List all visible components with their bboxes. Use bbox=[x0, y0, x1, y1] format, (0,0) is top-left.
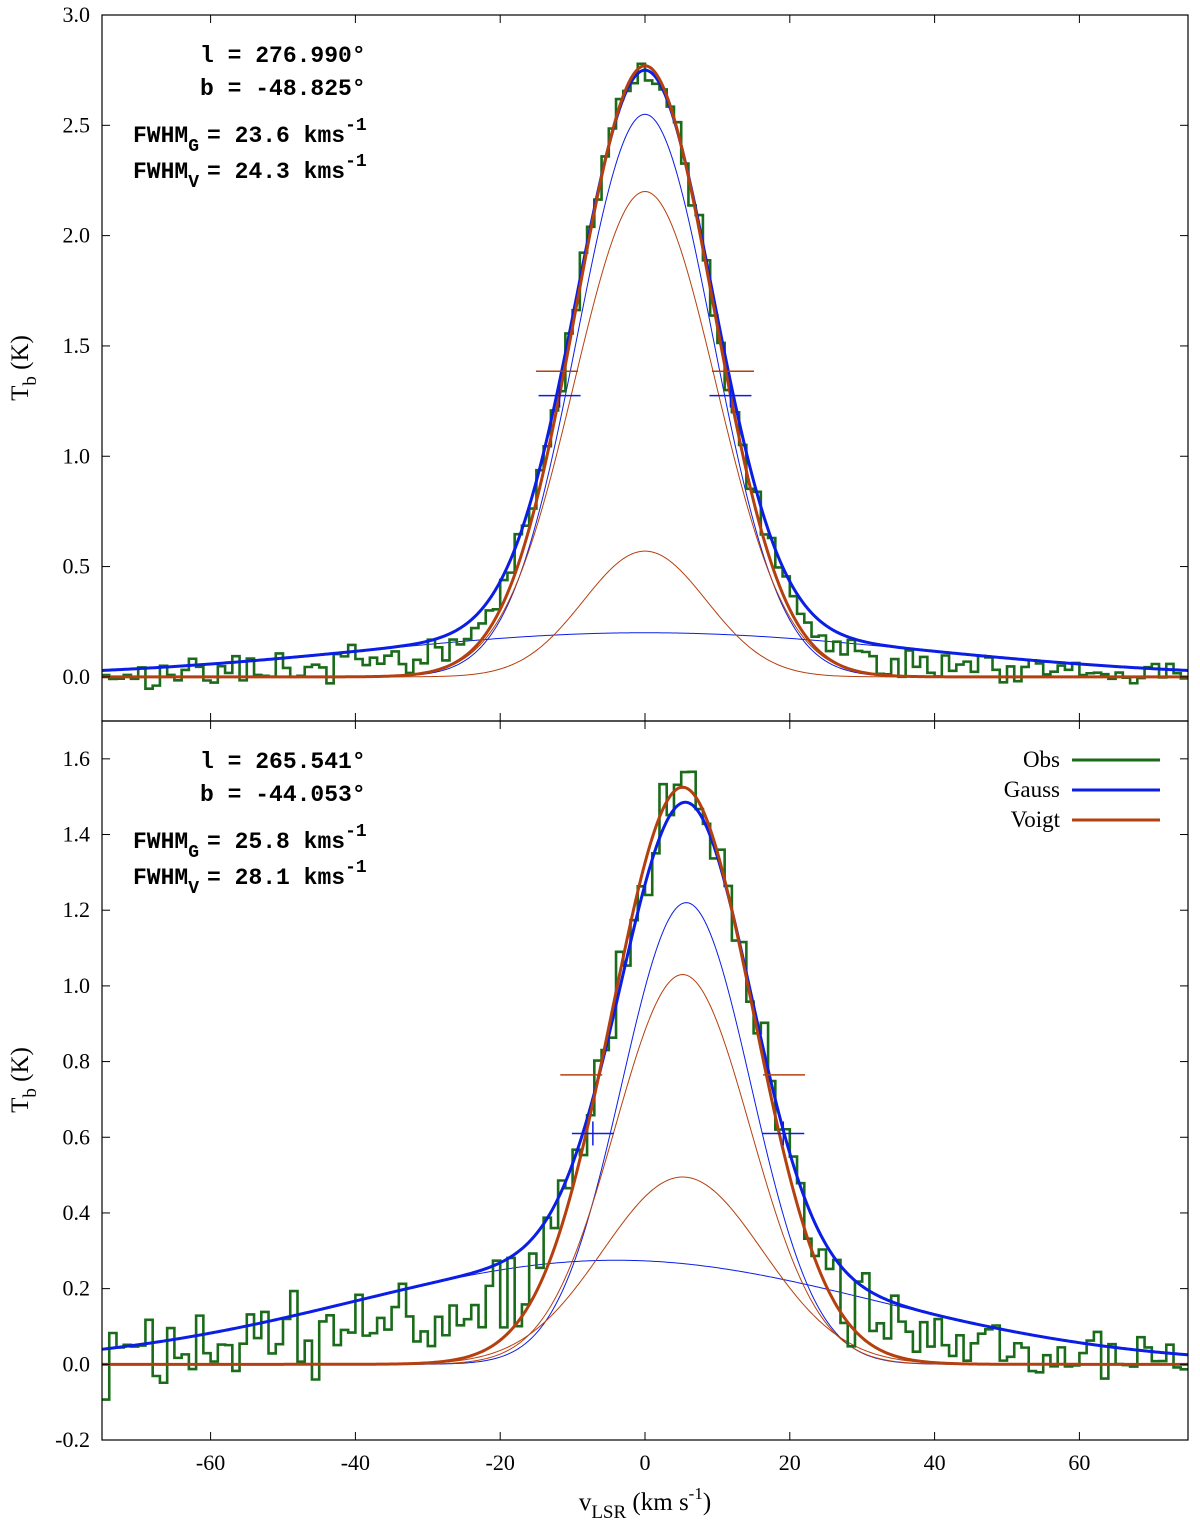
top-panel-curves bbox=[102, 62, 1188, 691]
legend-label-voigt: Voigt bbox=[1011, 807, 1061, 832]
voigt-component-2 bbox=[102, 550, 1188, 678]
y-tick-label: 0.6 bbox=[63, 1124, 91, 1149]
fwhm-prefix: FWHM bbox=[133, 159, 188, 185]
fwhm-sub-v: V bbox=[188, 879, 199, 899]
top-fwhm-gauss: FWHMG = 23.6 kms-1 bbox=[133, 116, 367, 157]
fwhm-sub-g: G bbox=[188, 843, 199, 863]
y-tick-label: 0.5 bbox=[63, 554, 91, 579]
voigt-total-fit bbox=[102, 785, 1188, 1366]
fwhm-exp: -1 bbox=[345, 116, 367, 136]
y-tick-label: 2.5 bbox=[63, 112, 91, 137]
legend: Obs Gauss Voigt bbox=[1004, 747, 1160, 832]
bottom-fwhm-gauss-value: = 25.8 kms bbox=[207, 829, 345, 855]
fwhm-sub-v: V bbox=[188, 173, 199, 193]
top-panel-frame bbox=[101, 14, 1189, 722]
legend-label-obs: Obs bbox=[1023, 747, 1060, 772]
top-panel: 0.0 0.5 1.0 1.5 2.0 2.5 3.0 l = 276.990° b = -… bbox=[7, 2, 1189, 722]
bottom-l-coordinate: l = 265.541° bbox=[200, 749, 366, 775]
obs-spectrum bbox=[102, 770, 1188, 1401]
gauss-total-fit bbox=[102, 68, 1188, 672]
top-fwhm-voigt-value: = 24.3 kms bbox=[207, 159, 345, 185]
y-tick-label: 1.2 bbox=[63, 897, 91, 922]
bottom-b-coordinate: b = -44.053° bbox=[200, 782, 366, 808]
top-panel-ticks: 0.0 0.5 1.0 1.5 2.0 2.5 3.0 bbox=[63, 2, 1188, 721]
fwhm-sub-g: G bbox=[188, 137, 199, 157]
bottom-panel-curves bbox=[102, 770, 1188, 1401]
bottom-panel-ticks: -60 -40 -20 0 20 40 60 -0.2 0.0 0.2 0.4 0.6 0.8 1.0 1.… bbox=[55, 721, 1188, 1475]
x-tick-label: -40 bbox=[341, 1450, 370, 1475]
x-tick-label: 40 bbox=[924, 1450, 946, 1475]
gauss-total-fit bbox=[102, 800, 1188, 1357]
y-tick-label: 0.2 bbox=[63, 1276, 91, 1301]
bottom-fwhm-voigt: FWHMV = 28.1 kms-1 bbox=[133, 858, 367, 899]
x-axis-label: vLSR (km s-1) bbox=[579, 1484, 711, 1523]
y-tick-label: 1.6 bbox=[63, 746, 91, 771]
gauss-component-2 bbox=[102, 1259, 1188, 1356]
top-l-coordinate: l = 276.990° bbox=[200, 43, 366, 69]
x-tick-label: 0 bbox=[640, 1450, 651, 1475]
top-fwhm-voigt: FWHMV = 24.3 kms-1 bbox=[133, 152, 367, 193]
y-tick-label: 3.0 bbox=[63, 2, 91, 27]
gauss-component-2 bbox=[102, 632, 1188, 671]
y-tick-label: 1.5 bbox=[63, 333, 91, 358]
obs-spectrum bbox=[102, 62, 1188, 691]
bottom-fwhm-gauss: FWHMG = 25.8 kms-1 bbox=[133, 822, 367, 863]
fwhm-exp: -1 bbox=[345, 152, 367, 172]
top-b-coordinate: b = -48.825° bbox=[200, 76, 366, 102]
x-tick-label: -60 bbox=[196, 1450, 225, 1475]
y-tick-label: 0.4 bbox=[63, 1200, 91, 1225]
voigt-component-1 bbox=[102, 190, 1188, 678]
y-tick-label: 1.4 bbox=[63, 822, 91, 847]
y-tick-label: 1.0 bbox=[63, 443, 91, 468]
bottom-panel: -60 -40 -20 0 20 40 60 -0.2 0.0 0.2 0.4 0.6 0.8 1.0 1.… bbox=[7, 720, 1189, 1475]
voigt-total-fit bbox=[102, 64, 1188, 679]
fwhm-prefix: FWHM bbox=[133, 829, 188, 855]
bottom-fwhm-voigt-value: = 28.1 kms bbox=[207, 865, 345, 891]
x-tick-label: 20 bbox=[779, 1450, 801, 1475]
gauss-component-1 bbox=[102, 902, 1188, 1365]
fwhm-prefix: FWHM bbox=[133, 865, 188, 891]
y-tick-label: 2.0 bbox=[63, 223, 91, 248]
y-tick-label: -0.2 bbox=[55, 1427, 90, 1452]
y-tick-label: 0.0 bbox=[63, 1351, 91, 1376]
fwhm-exp: -1 bbox=[345, 822, 367, 842]
top-fwhm-gauss-value: = 23.6 kms bbox=[207, 123, 345, 149]
y-tick-label: 0.8 bbox=[63, 1049, 91, 1074]
voigt-component-2 bbox=[102, 1176, 1188, 1365]
fwhm-prefix: FWHM bbox=[133, 123, 188, 149]
voigt-component-1 bbox=[102, 974, 1188, 1365]
top-y-axis-label: Tb (K) bbox=[7, 335, 41, 401]
legend-label-gauss: Gauss bbox=[1004, 777, 1060, 802]
y-tick-label: 0.0 bbox=[63, 664, 91, 689]
x-tick-label: 60 bbox=[1068, 1450, 1090, 1475]
bottom-y-axis-label: Tb (K) bbox=[7, 1047, 41, 1113]
gauss-component-1 bbox=[102, 113, 1188, 678]
fwhm-exp: -1 bbox=[345, 858, 367, 878]
x-tick-label: -20 bbox=[486, 1450, 515, 1475]
y-tick-label: 1.0 bbox=[63, 973, 91, 998]
